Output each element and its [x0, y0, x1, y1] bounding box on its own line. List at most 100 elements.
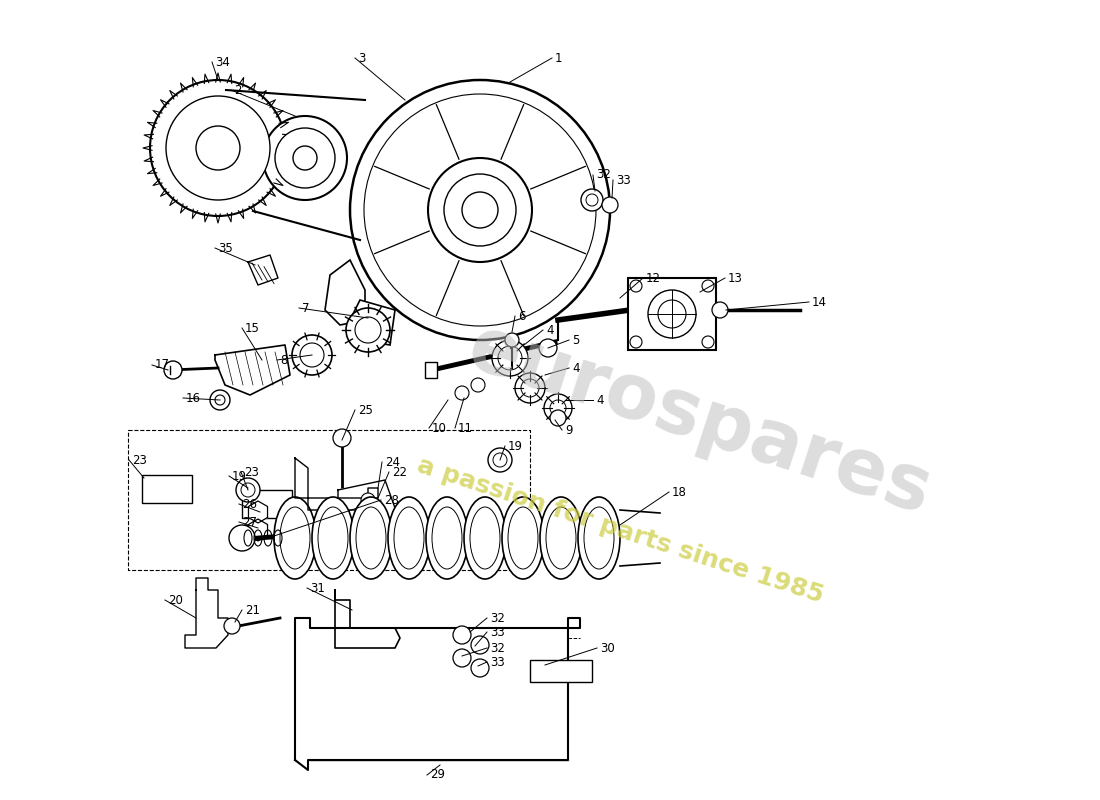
Text: 33: 33 — [616, 174, 630, 186]
Ellipse shape — [274, 497, 316, 579]
Circle shape — [544, 394, 572, 422]
Bar — [142, 475, 192, 503]
Circle shape — [236, 478, 260, 502]
Circle shape — [505, 333, 519, 347]
Circle shape — [658, 300, 686, 328]
Text: 4: 4 — [572, 362, 580, 374]
Ellipse shape — [546, 507, 576, 569]
Circle shape — [702, 280, 714, 292]
Bar — [242, 490, 292, 518]
Circle shape — [630, 280, 642, 292]
Circle shape — [150, 80, 286, 216]
Ellipse shape — [426, 497, 467, 579]
Circle shape — [581, 189, 603, 211]
Polygon shape — [350, 300, 395, 345]
Text: 16: 16 — [186, 391, 201, 405]
Circle shape — [471, 659, 490, 677]
Circle shape — [361, 493, 375, 507]
Text: 21: 21 — [245, 603, 260, 617]
Text: 23: 23 — [132, 454, 147, 466]
Circle shape — [493, 453, 507, 467]
Circle shape — [550, 410, 566, 426]
Circle shape — [602, 197, 618, 213]
Circle shape — [275, 128, 336, 188]
Text: 2: 2 — [234, 83, 242, 97]
Text: 13: 13 — [728, 271, 743, 285]
Circle shape — [539, 339, 557, 357]
Circle shape — [521, 379, 539, 397]
Text: 6: 6 — [518, 310, 526, 322]
Circle shape — [224, 618, 240, 634]
Text: 17: 17 — [155, 358, 170, 371]
Text: 27: 27 — [242, 515, 257, 529]
Ellipse shape — [350, 497, 392, 579]
Text: 20: 20 — [168, 594, 183, 606]
Polygon shape — [295, 458, 378, 510]
Circle shape — [455, 386, 469, 400]
Text: 35: 35 — [218, 242, 233, 254]
Text: 19: 19 — [232, 470, 248, 482]
Ellipse shape — [280, 507, 310, 569]
Circle shape — [210, 390, 230, 410]
Ellipse shape — [540, 497, 582, 579]
Text: 11: 11 — [458, 422, 473, 434]
Text: 34: 34 — [214, 55, 230, 69]
Circle shape — [630, 336, 642, 348]
Circle shape — [196, 126, 240, 170]
Circle shape — [333, 429, 351, 447]
Circle shape — [300, 343, 324, 367]
Circle shape — [586, 194, 598, 206]
Text: a passion for parts since 1985: a passion for parts since 1985 — [414, 453, 826, 607]
Circle shape — [214, 395, 225, 405]
Text: 33: 33 — [490, 655, 505, 669]
Text: 19: 19 — [508, 439, 522, 453]
Ellipse shape — [502, 497, 544, 579]
Text: 18: 18 — [672, 486, 686, 498]
Circle shape — [453, 649, 471, 667]
Ellipse shape — [470, 507, 500, 569]
Ellipse shape — [508, 507, 538, 569]
Circle shape — [462, 192, 498, 228]
Text: 25: 25 — [358, 403, 373, 417]
Text: 5: 5 — [572, 334, 580, 346]
Polygon shape — [248, 255, 278, 285]
Circle shape — [346, 308, 390, 352]
Text: eurospares: eurospares — [459, 310, 942, 530]
Text: 23: 23 — [244, 466, 258, 478]
Ellipse shape — [584, 507, 614, 569]
Circle shape — [350, 80, 610, 340]
Circle shape — [498, 346, 522, 370]
Text: 10: 10 — [432, 422, 447, 434]
Text: 30: 30 — [600, 642, 615, 654]
Text: 29: 29 — [430, 769, 446, 782]
Text: 4: 4 — [596, 394, 604, 406]
Circle shape — [488, 448, 512, 472]
Circle shape — [702, 336, 714, 348]
Text: 3: 3 — [358, 51, 365, 65]
Circle shape — [292, 335, 332, 375]
Text: 4: 4 — [546, 323, 553, 337]
Polygon shape — [336, 590, 400, 648]
Ellipse shape — [356, 507, 386, 569]
Bar — [628, 278, 716, 350]
Text: 28: 28 — [384, 494, 399, 506]
Text: 9: 9 — [565, 423, 572, 437]
Bar — [530, 660, 592, 682]
Text: 14: 14 — [812, 295, 827, 309]
Circle shape — [515, 373, 544, 403]
Circle shape — [164, 361, 182, 379]
Polygon shape — [249, 501, 267, 523]
Text: 31: 31 — [310, 582, 324, 594]
Circle shape — [166, 96, 270, 200]
Circle shape — [471, 378, 485, 392]
Polygon shape — [295, 618, 580, 770]
Text: 32: 32 — [596, 169, 611, 182]
Circle shape — [712, 302, 728, 318]
Circle shape — [355, 317, 381, 343]
Text: 32: 32 — [490, 642, 505, 654]
Ellipse shape — [464, 497, 506, 579]
Circle shape — [453, 626, 471, 644]
Text: 1: 1 — [556, 51, 562, 65]
Ellipse shape — [394, 507, 424, 569]
Polygon shape — [324, 260, 365, 325]
